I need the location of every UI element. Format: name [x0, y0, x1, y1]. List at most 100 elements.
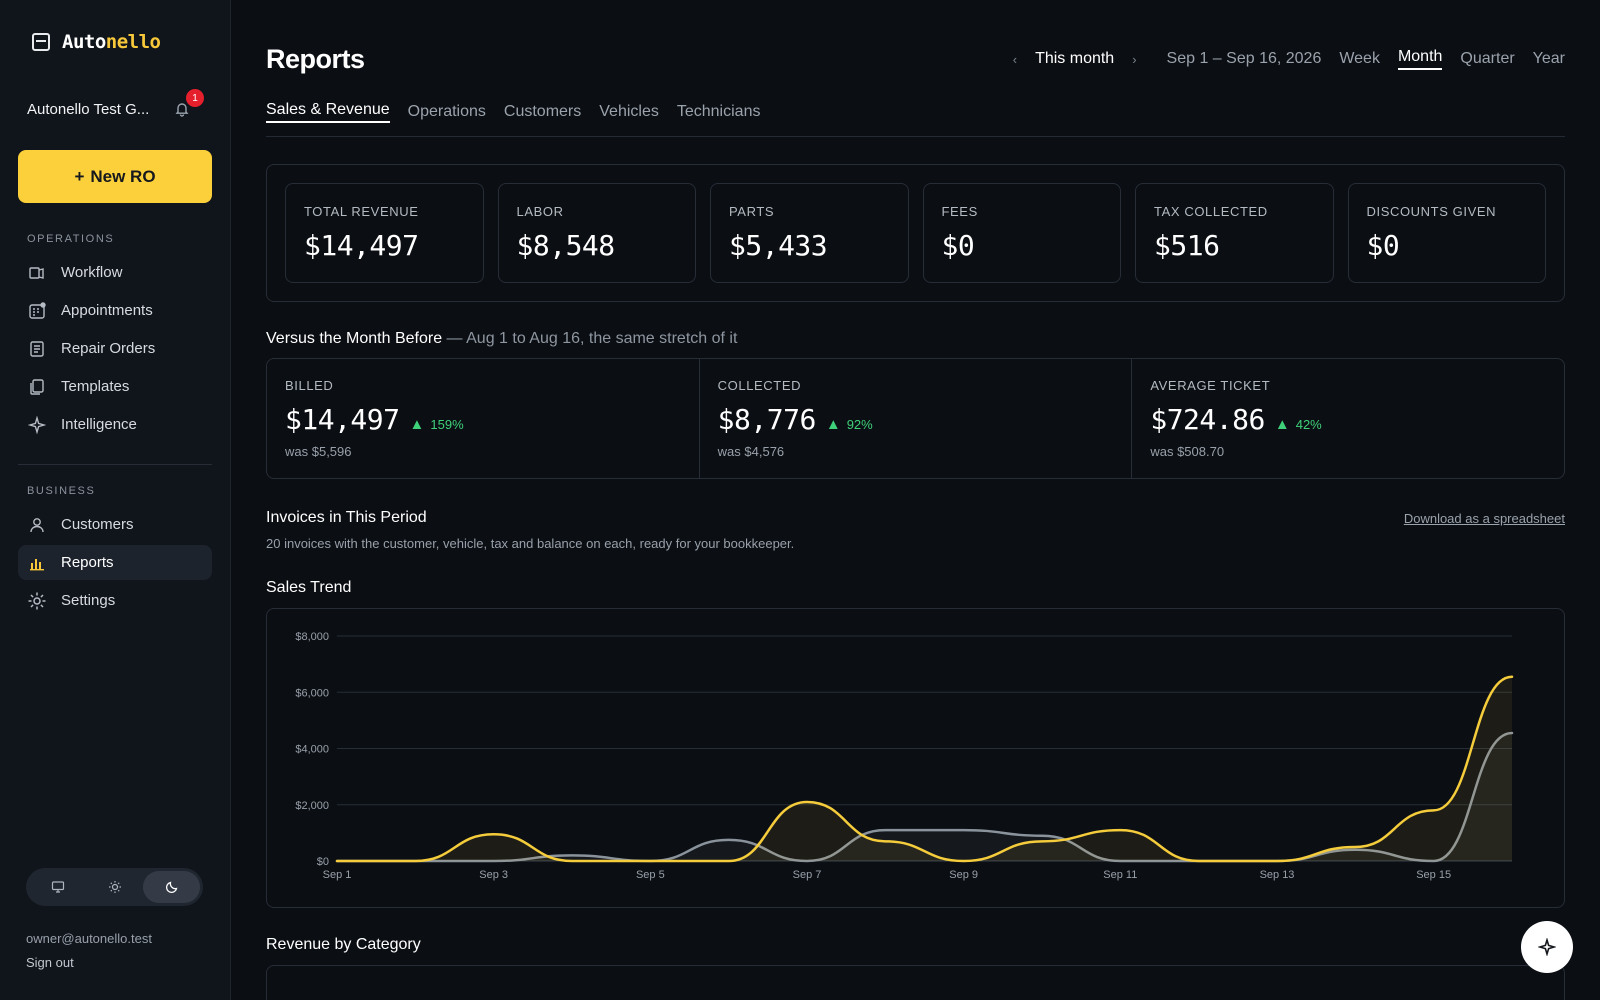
brand[interactable]: Autonello — [18, 0, 212, 84]
y-tick-label: $2,000 — [295, 800, 329, 812]
gear-icon — [27, 591, 47, 611]
kpi-label: DISCOUNTS GIVEN — [1366, 204, 1497, 219]
sidebar-item-label: Customers — [61, 516, 134, 533]
versus-heading: Versus the Month Before — Aug 1 to Aug 1… — [266, 330, 1565, 348]
main-content: Reports ‹ This month › Sep 1 – Sep 16, 2… — [231, 0, 1600, 1000]
chevron-left-icon[interactable]: ‹ — [1012, 51, 1018, 67]
revenue-by-category-title: Revenue by Category — [266, 936, 421, 953]
kpi-value: $5,433 — [729, 229, 828, 262]
kpi-label: TAX COLLECTED — [1154, 204, 1268, 219]
sidebar-item-label: Templates — [61, 378, 130, 395]
compare-label: AVERAGE TICKET — [1150, 378, 1271, 393]
sign-out-link[interactable]: Sign out — [26, 955, 74, 970]
section-label-operations: OPERATIONS — [27, 233, 115, 245]
bell-icon[interactable]: 1 — [172, 89, 204, 119]
date-range: Sep 1 – Sep 16, 2026 — [1166, 50, 1322, 67]
triangle-up-icon: ▲ — [409, 416, 425, 433]
sidebar-item-settings[interactable]: Settings — [18, 583, 212, 618]
compare-previous: was $4,576 — [717, 444, 785, 459]
period-year[interactable]: Year — [1532, 50, 1565, 67]
sidebar-item-reports[interactable]: Reports — [18, 545, 212, 580]
invoices-title: Invoices in This Period — [266, 509, 427, 526]
kpi-parts: PARTS $5,433 — [710, 183, 909, 283]
sidebar-item-workflow[interactable]: Workflow — [18, 255, 212, 290]
kpi-label: LABOR — [516, 204, 564, 219]
new-ro-button[interactable]: + New RO — [18, 150, 212, 203]
x-tick-label: Sep 13 — [1260, 869, 1295, 881]
y-tick-label: $6,000 — [295, 687, 329, 699]
compare-row: $14,497 ▲ 159% — [285, 403, 681, 436]
moon-icon[interactable] — [143, 871, 200, 903]
sidebar-item-label: Workflow — [61, 264, 123, 281]
sidebar-item-appointments[interactable]: Appointments — [18, 293, 212, 328]
sidebar-item-label: Settings — [61, 592, 116, 609]
user-email: owner@autonello.test — [26, 931, 152, 946]
kpi-value: $516 — [1154, 229, 1220, 262]
sidebar-item-customers[interactable]: Customers — [18, 507, 212, 542]
invoices-text: Invoices in This Period 20 invoices with… — [266, 509, 794, 551]
kpi-value: $0 — [941, 229, 975, 262]
versus-subtitle: — Aug 1 to Aug 16, the same stretch of i… — [442, 330, 738, 347]
workflow-icon — [27, 263, 47, 283]
plus-icon: + — [74, 166, 85, 186]
period-month[interactable]: Month — [1397, 48, 1443, 70]
tab-sales-revenue[interactable]: Sales & Revenue — [266, 101, 390, 123]
kpi-total-revenue: TOTAL REVENUE $14,497 — [285, 183, 484, 283]
versus-title: Versus the Month Before — [266, 330, 443, 347]
org-switcher[interactable]: Autonello Test G... — [27, 100, 150, 118]
kpi-value: $14,497 — [304, 229, 419, 262]
series-line-0 — [335, 675, 1514, 863]
tab-vehicles[interactable]: Vehicles — [599, 103, 659, 120]
compare-value: $8,776 — [717, 403, 817, 436]
assistant-sparkle-icon[interactable] — [1521, 921, 1573, 973]
compare-row: $724.86 ▲ 42% — [1150, 403, 1546, 436]
user-icon — [27, 515, 47, 535]
brand-name-part1: Auto — [62, 31, 106, 53]
compare-value: $724.86 — [1150, 403, 1265, 436]
sidebar-item-intelligence[interactable]: Intelligence — [18, 407, 212, 442]
sidebar-item-label: Appointments — [61, 302, 153, 319]
period-week[interactable]: Week — [1339, 50, 1380, 67]
sun-icon[interactable] — [86, 871, 143, 903]
download-spreadsheet-link[interactable]: Download as a spreadsheet — [1403, 511, 1565, 526]
compare-collected: COLLECTED $8,776 ▲ 92% was $4,576 — [700, 359, 1133, 478]
compare-value: $14,497 — [285, 403, 400, 436]
invoices-section: Invoices in This Period 20 invoices with… — [266, 509, 1565, 551]
monitor-icon[interactable] — [29, 871, 86, 903]
sidebar-item-templates[interactable]: Templates — [18, 369, 212, 404]
compare-average-ticket: AVERAGE TICKET $724.86 ▲ 42% was $508.70 — [1132, 359, 1564, 478]
invoices-subtitle: 20 invoices with the customer, vehicle, … — [266, 536, 795, 551]
kpi-value: $0 — [1366, 229, 1400, 262]
triangle-up-icon: ▲ — [825, 416, 841, 433]
y-tick-label: $0 — [317, 856, 329, 868]
x-tick-label: Sep 11 — [1103, 869, 1137, 881]
x-tick-label: Sep 1 — [323, 869, 352, 881]
new-ro-label: New RO — [90, 166, 156, 186]
kpi-fees: FEES $0 — [922, 183, 1121, 283]
calendar-icon — [27, 301, 47, 321]
brand-name: Autonello — [62, 31, 161, 53]
kpi-tax-collected: TAX COLLECTED $516 — [1135, 183, 1334, 283]
kpi-label: PARTS — [729, 204, 775, 219]
sidebar-divider — [18, 464, 212, 465]
brand-logo-icon — [32, 33, 50, 51]
bar-chart-icon — [27, 553, 47, 573]
kpi-label: FEES — [941, 204, 978, 219]
tab-technicians[interactable]: Technicians — [676, 103, 761, 120]
compare-percent: 92% — [846, 417, 873, 432]
theme-switch — [26, 868, 203, 906]
sidebar-item-repair-orders[interactable]: Repair Orders — [18, 331, 212, 366]
sales-trend-svg: $0 $2,000 $4,000 $6,000 $8,000 Sep 1 Sep 3 Sep … — [295, 631, 1514, 881]
tab-operations[interactable]: Operations — [407, 103, 486, 120]
tab-customers[interactable]: Customers — [503, 103, 582, 120]
compare-previous: was $508.70 — [1150, 444, 1225, 459]
page-title: Reports — [266, 43, 365, 74]
period-quarter[interactable]: Quarter — [1460, 50, 1515, 67]
compare-previous: was $5,596 — [285, 444, 352, 459]
compare-percent: 42% — [1295, 417, 1322, 432]
chevron-right-icon[interactable]: › — [1132, 51, 1137, 67]
x-tick-label: Sep 15 — [1416, 869, 1451, 881]
series-area-1 — [337, 733, 1512, 861]
document-icon — [27, 339, 47, 359]
sales-trend-chart: $0 $2,000 $4,000 $6,000 $8,000 Sep 1 Sep 3 Sep … — [266, 608, 1565, 908]
